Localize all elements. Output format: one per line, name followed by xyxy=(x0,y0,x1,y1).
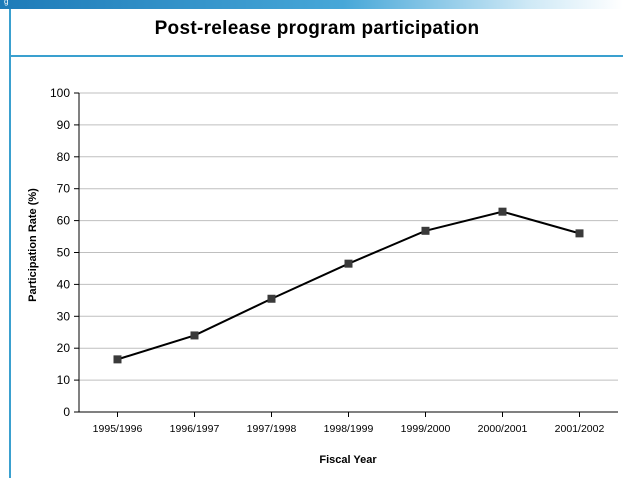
x-tick-label: 2001/2002 xyxy=(555,423,605,435)
left-accent-rule xyxy=(9,9,11,478)
y-tick-label: 80 xyxy=(57,150,71,164)
x-tick-label: 1998/1999 xyxy=(324,423,374,435)
y-tick-label: 40 xyxy=(57,277,71,291)
x-tick-label: 1996/1997 xyxy=(170,423,220,435)
gridlines xyxy=(79,92,618,381)
x-axis-ticks: 1995/1996 1996/1997 1997/1998 1998/1999 1999… xyxy=(93,412,605,435)
chart-title: Post-release program participation xyxy=(154,18,480,39)
data-point-marker xyxy=(267,294,276,303)
data-point-marker xyxy=(575,229,584,238)
data-point-marker xyxy=(498,207,507,216)
y-axis-ticks: 0 10 20 30 40 50 60 70 80 90 100 xyxy=(50,86,79,419)
x-tick-label: 1999/2000 xyxy=(401,423,451,435)
y-tick-label: 30 xyxy=(57,309,71,323)
y-tick-label: 20 xyxy=(57,341,71,355)
title-divider xyxy=(11,55,623,57)
x-tick-label: 1997/1998 xyxy=(247,423,297,435)
y-tick-label: 100 xyxy=(50,86,70,100)
x-tick-label: 1995/1996 xyxy=(93,423,143,435)
data-point-marker xyxy=(421,226,430,235)
data-point-marker xyxy=(113,355,122,364)
data-point-marker xyxy=(344,259,353,268)
y-tick-label: 90 xyxy=(57,118,71,132)
y-axis-label: Participation Rate (%) xyxy=(27,188,39,302)
figure-tag: g xyxy=(4,0,9,6)
y-tick-label: 10 xyxy=(57,373,71,387)
data-point-marker xyxy=(190,331,199,340)
series-line xyxy=(117,210,580,361)
y-tick-label: 70 xyxy=(57,182,71,196)
data-markers xyxy=(113,207,584,364)
x-tick-label: 2000/2001 xyxy=(478,423,528,435)
y-tick-label: 60 xyxy=(57,214,71,228)
top-accent-bar: g xyxy=(0,0,623,9)
y-tick-label: 50 xyxy=(57,246,71,260)
x-axis-label: Fiscal Year xyxy=(319,454,377,466)
y-tick-label: 0 xyxy=(63,405,70,419)
